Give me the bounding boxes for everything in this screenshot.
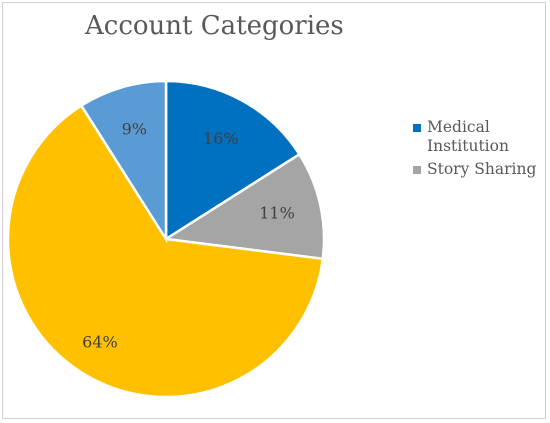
pie-data-label-3: 64% [82,333,118,352]
pie-slice-1 [164,79,302,242]
pie-data-label-2: 11% [259,204,295,223]
legend-label-medical-institution: Medical Institution [427,118,509,155]
pie-slice-2 [162,152,326,261]
pie-slice-4 [79,79,168,244]
pie-chart: 16% 11% 64% 9% [6,79,326,399]
chart-title: Account Categories [85,11,344,41]
pie-data-label-4: 9% [122,119,147,138]
pie-slice-3 [6,103,325,399]
legend-item-medical-institution: Medical Institution [413,118,545,156]
legend-label-story-sharing: Story Sharing [427,160,537,178]
legend-swatch-story-sharing [413,166,421,174]
legend-item-story-sharing: Story Sharing [413,160,545,179]
legend: Medical Institution Story Sharing [413,118,545,183]
pie-data-label-1: 16% [203,129,239,148]
legend-swatch-medical-institution [413,124,421,132]
chart-area: Account Categories 16% 11% 64% 9% Medical I… [2,2,546,419]
